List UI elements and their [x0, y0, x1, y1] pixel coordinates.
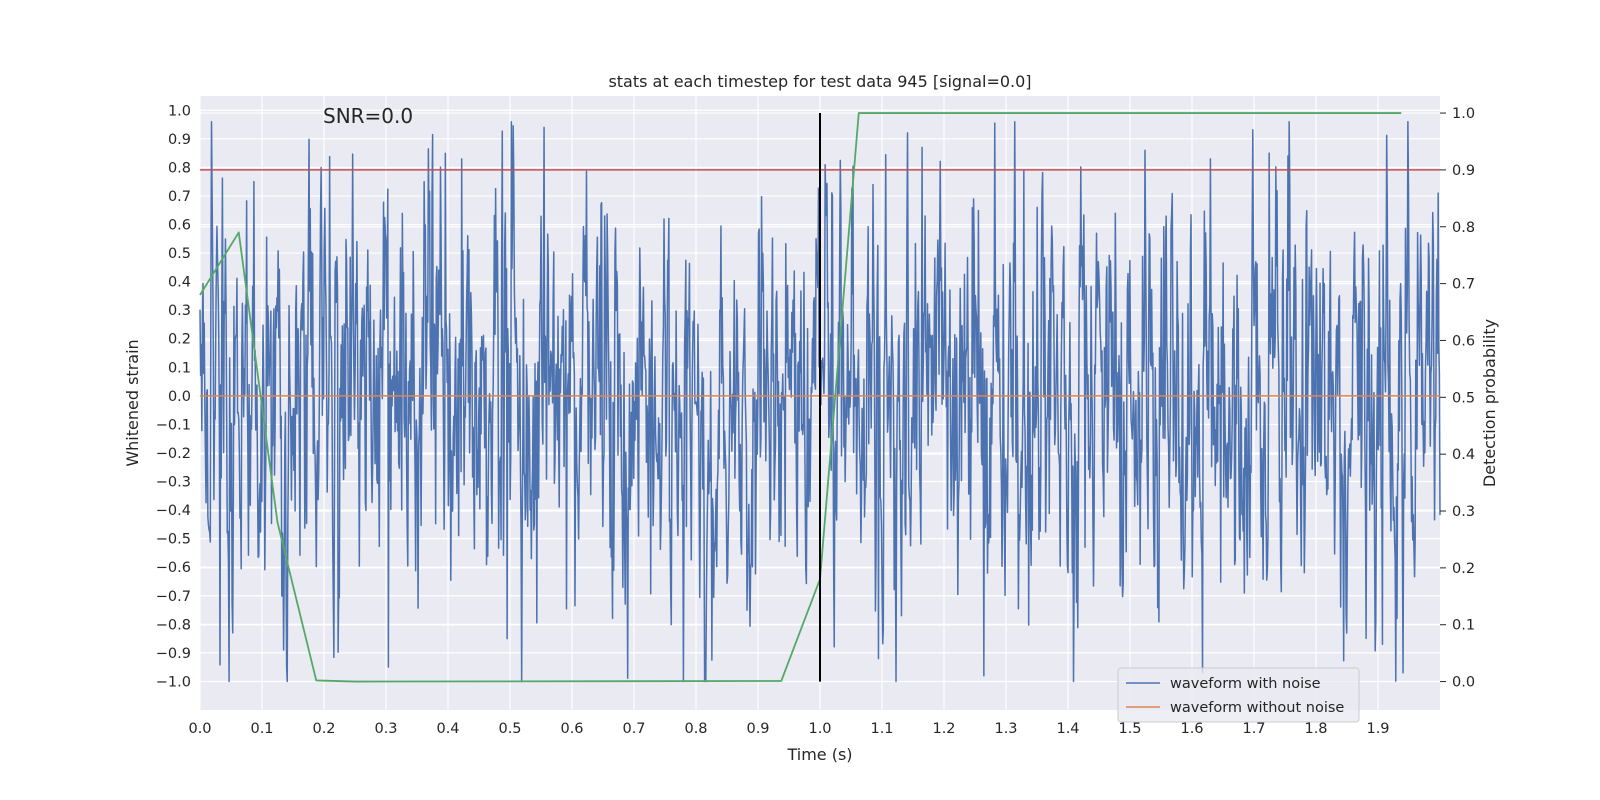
x-tick-label: 1.3: [994, 721, 1017, 737]
x-tick-label: 1.7: [1242, 721, 1265, 737]
y-tick-label: 0.4: [168, 275, 191, 291]
y-tick-label: 0.5: [168, 246, 191, 262]
x-tick-label: 1.0: [808, 721, 831, 737]
x-tick-label: 1.5: [1118, 721, 1141, 737]
x-tick-label: 1.8: [1304, 721, 1327, 737]
x-tick-label: 1.9: [1366, 721, 1389, 737]
y2-tick-label: 0.0: [1452, 675, 1475, 691]
y2-tick-label: 0.8: [1452, 220, 1475, 236]
x-tick-label: 1.4: [1056, 721, 1079, 737]
x-tick-label: 1.1: [870, 721, 893, 737]
x-tick-label: 0.6: [560, 721, 583, 737]
tick-labels: 0.0 0.1 0.2 0.3 0.4 0.5 0.6 0.7 0.8 0.9 1.0 1.1 1.2 1…: [156, 103, 1475, 737]
chart-title: stats at each timestep for test data 945…: [608, 72, 1031, 91]
x-tick-label: 0.7: [622, 721, 645, 737]
x-tick-label: 0.9: [746, 721, 769, 737]
y-tick-label: 0.3: [168, 303, 191, 319]
x-tick-label: 0.5: [498, 721, 521, 737]
y-tick-label: 0.9: [168, 132, 191, 148]
y-tick-label: −0.2: [156, 446, 191, 462]
y-axis-label: Whitened strain: [123, 339, 142, 466]
y-tick-label: 0.0: [168, 389, 191, 405]
y2-tick-label: 0.6: [1452, 333, 1475, 349]
y-tick-label: −0.8: [156, 617, 191, 633]
x-tick-label: 1.6: [1180, 721, 1203, 737]
y2-tick-label: 0.4: [1452, 447, 1475, 463]
y-tick-label: −0.5: [156, 532, 191, 548]
y-tick-label: 0.6: [168, 218, 191, 234]
y2-tick-label: 0.5: [1452, 390, 1475, 406]
y2-tick-label: 1.0: [1452, 106, 1475, 122]
y2-tick-label: 0.9: [1452, 163, 1475, 179]
y2-tick-label: 0.7: [1452, 277, 1475, 293]
x-tick-label: 0.1: [250, 721, 273, 737]
y-tick-label: −0.4: [156, 503, 191, 519]
y-tick-label: −1.0: [156, 674, 191, 690]
y2-tick-label: 0.1: [1452, 618, 1475, 634]
y-tick-label: −0.1: [156, 417, 191, 433]
x-tick-label: 0.0: [188, 721, 211, 737]
y2-tick-label: 0.3: [1452, 504, 1475, 520]
y-tick-label: −0.7: [156, 589, 191, 605]
y-tick-label: 0.1: [168, 360, 191, 376]
series-line-detection-probability: [199, 112, 1402, 683]
legend-label-waveform-with-noise: waveform with noise: [1170, 676, 1321, 692]
series-layer: [199, 112, 1441, 683]
x-tick-label: 0.3: [374, 721, 397, 737]
snr-annotation: SNR=0.0: [323, 104, 413, 128]
y-tick-label: 1.0: [168, 103, 191, 119]
legend-label-waveform-without-noise: waveform without noise: [1170, 700, 1344, 716]
y-tick-label: 0.2: [168, 332, 191, 348]
y2-tick-label: 0.2: [1452, 561, 1475, 577]
x-tick-label: 0.4: [436, 721, 459, 737]
legend-box: [1117, 667, 1360, 723]
y-tick-label: 0.8: [168, 160, 191, 176]
x-axis-label: Time (s): [786, 745, 852, 764]
legend: waveform with noise waveform without noi…: [1117, 667, 1360, 723]
y-tick-label: −0.3: [156, 475, 191, 491]
x-tick-label: 0.8: [684, 721, 707, 737]
y2-axis-label: Detection probability: [1480, 319, 1499, 487]
x-tick-label: 0.2: [312, 721, 335, 737]
y-tick-label: −0.9: [156, 646, 191, 662]
x-tick-label: 1.2: [932, 721, 955, 737]
y-tick-label: 0.7: [168, 189, 191, 205]
y-tick-label: −0.6: [156, 560, 191, 576]
